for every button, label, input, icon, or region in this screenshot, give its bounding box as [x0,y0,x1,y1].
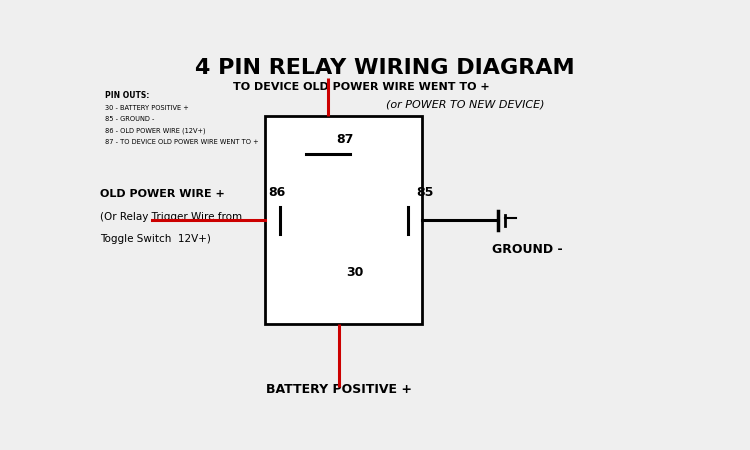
Bar [266,117,422,324]
Text: 85: 85 [416,186,434,199]
Text: 86: 86 [268,186,285,199]
Text: BATTERY POSITIVE +: BATTERY POSITIVE + [266,383,412,396]
Text: 87 - TO DEVICE OLD POWER WIRE WENT TO +: 87 - TO DEVICE OLD POWER WIRE WENT TO + [105,139,259,145]
Text: (or POWER TO NEW DEVICE): (or POWER TO NEW DEVICE) [386,99,545,109]
Text: (Or Relay Trigger Wire from: (Or Relay Trigger Wire from [100,212,242,222]
Text: PIN OUTS:: PIN OUTS: [105,91,150,100]
Text: TO DEVICE OLD POWER WIRE WENT TO +: TO DEVICE OLD POWER WIRE WENT TO + [232,82,490,92]
Text: 30 - BATTERY POSITIVE +: 30 - BATTERY POSITIVE + [105,105,189,111]
Text: 86 - OLD POWER WIRE (12V+): 86 - OLD POWER WIRE (12V+) [105,127,206,134]
Text: OLD POWER WIRE +: OLD POWER WIRE + [100,189,224,199]
Text: Toggle Switch  12V+): Toggle Switch 12V+) [100,234,211,244]
Text: 4 PIN RELAY WIRING DIAGRAM: 4 PIN RELAY WIRING DIAGRAM [194,58,574,78]
Text: 87: 87 [337,134,354,146]
Text: GROUND -: GROUND - [492,243,562,256]
Text: 85 - GROUND -: 85 - GROUND - [105,116,154,122]
Text: 30: 30 [346,266,363,279]
